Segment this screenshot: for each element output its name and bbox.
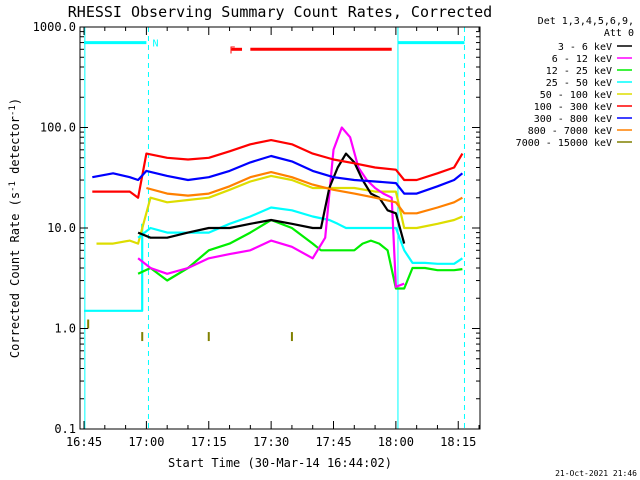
legend-label: 50 - 100 keV (540, 90, 612, 101)
y-axis-label: Corrected Count Rate (s-1 detector-1) (8, 98, 22, 358)
series-line-magenta (137, 126, 405, 288)
x-axis-label: Start Time (30-Mar-14 16:44:02) (168, 456, 392, 470)
legend-header: Att 0 (604, 28, 634, 39)
series-line-cyan (137, 206, 464, 265)
x-tick-label: 18:00 (378, 435, 414, 449)
series-line-blue (92, 154, 464, 195)
annotation-n: N (152, 39, 158, 50)
legend-label: 25 - 50 keV (546, 78, 612, 89)
x-tick-label: 17:45 (315, 435, 351, 449)
annotation-f: F (229, 45, 235, 56)
x-tick-label: 17:00 (128, 435, 164, 449)
series-line-yellow (96, 174, 463, 245)
plot-content: NF (84, 27, 465, 429)
legend-label: 12 - 25 keV (546, 66, 612, 77)
series-line-black (137, 152, 406, 244)
footer-timestamp: 21-Oct-2021 21:46 (555, 469, 637, 478)
legend-label: 7000 - 15000 keV (516, 138, 612, 149)
legend-label: 800 - 7000 keV (528, 126, 612, 137)
x-tick-label: 17:15 (191, 435, 227, 449)
legend-label: 300 - 800 keV (534, 114, 612, 125)
legend-header: Det 1,3,4,5,6,9, (538, 16, 634, 27)
x-tick-label: 16:45 (66, 435, 102, 449)
series-line-orange (146, 171, 463, 215)
x-tick-label: 17:30 (253, 435, 289, 449)
x-tick-label: 18:15 (440, 435, 476, 449)
y-tick-label: 100.0 (40, 121, 76, 135)
y-tick-label: 10.0 (47, 221, 76, 235)
y-tick-label: 1000.0 (33, 20, 76, 34)
legend-label: 6 - 12 keV (552, 54, 612, 65)
chart-title: RHESSI Observing Summary Count Rates, Co… (68, 3, 492, 21)
legend-label: 100 - 300 keV (534, 102, 612, 113)
series-line-green (137, 218, 463, 290)
axes-ticks: 16:45 17:00 17:15 17:30 17:45 18:00 18:15 0.1 1.… (33, 20, 480, 449)
y-tick-label: 0.1 (54, 422, 76, 436)
legend-label: 3 - 6 keV (558, 42, 612, 53)
y-tick-label: 1.0 (54, 322, 76, 336)
series-line-cyan_low (84, 223, 144, 312)
